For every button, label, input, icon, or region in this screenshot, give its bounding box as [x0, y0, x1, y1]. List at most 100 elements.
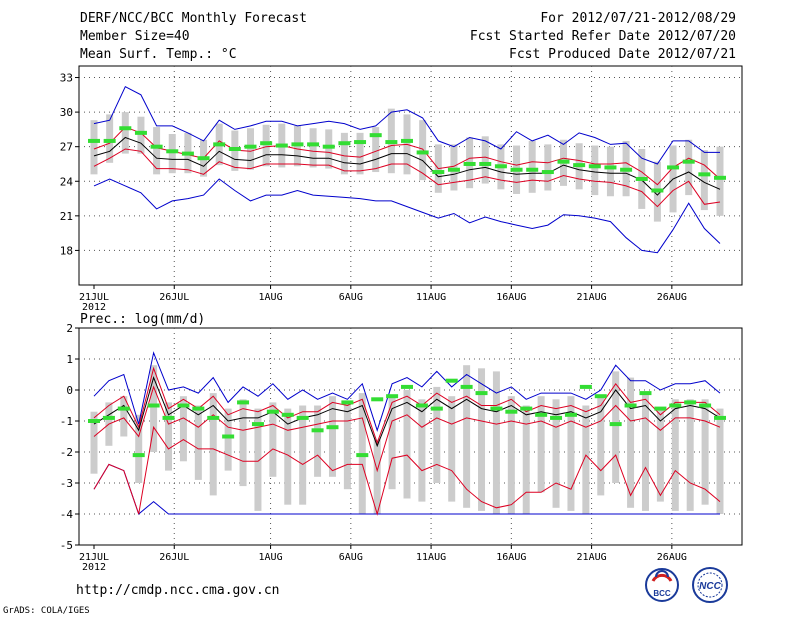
- member-range-bar: [507, 396, 515, 514]
- mean-marker: [579, 384, 592, 389]
- member-range-bar: [168, 134, 176, 174]
- member-range-bar: [262, 124, 270, 167]
- member-range-bar: [716, 408, 724, 514]
- member-range-bar: [90, 120, 98, 175]
- member-range-bar: [701, 399, 709, 505]
- mean-marker: [490, 406, 503, 411]
- x-tick-label: 21AUG: [577, 292, 607, 303]
- member-range-bar: [247, 128, 254, 170]
- member-range-bar: [700, 150, 708, 211]
- mean-marker: [541, 170, 554, 175]
- mean-marker: [654, 406, 667, 411]
- y-tick-label: -2: [60, 446, 73, 459]
- mean-marker: [103, 138, 116, 143]
- median-line: [93, 136, 721, 196]
- x-tick-label: 21JUL: [79, 292, 109, 303]
- p25-line: [93, 385, 721, 473]
- mean-marker: [667, 165, 680, 170]
- x-tick-label: 6AUG: [339, 292, 363, 303]
- mean-marker: [463, 161, 476, 166]
- p25-line: [93, 148, 721, 208]
- p10-line: [93, 425, 721, 516]
- mean-marker: [222, 434, 235, 439]
- member-range-bar: [612, 371, 620, 483]
- member-range-bar: [419, 120, 427, 181]
- y-tick-label: -3: [60, 477, 73, 490]
- mean-marker: [416, 150, 429, 155]
- mean-marker: [698, 172, 711, 177]
- x-tick-label: 26AUG: [657, 292, 687, 303]
- mean-marker: [684, 400, 697, 405]
- mean-marker: [251, 422, 264, 427]
- mean-marker: [213, 142, 226, 147]
- mean-marker: [669, 403, 682, 408]
- temperature-panel: 18 21 24 27 30 33 21JUL 26JUL 1AUG 6AUG 11AUG 16AUG…: [60, 65, 743, 313]
- x-tick-label: 26JUL: [159, 552, 189, 563]
- member-range-bar: [522, 405, 530, 514]
- member-range-bar: [686, 399, 694, 511]
- mean-marker: [604, 165, 617, 170]
- mean-marker: [147, 403, 160, 408]
- mean-marker: [639, 391, 652, 396]
- member-range-bar: [372, 127, 380, 173]
- member-range-bar: [403, 390, 411, 499]
- mean-marker: [181, 151, 194, 156]
- mean-marker: [415, 403, 428, 408]
- mean-marker: [307, 142, 320, 147]
- mean-marker: [588, 164, 601, 169]
- member-range-bar: [463, 365, 471, 508]
- mean-marker: [338, 141, 351, 146]
- mean-marker: [88, 419, 100, 423]
- mean-marker: [311, 428, 324, 433]
- x-tick-label: 21JUL: [79, 552, 109, 563]
- y-tick-label: 24: [60, 175, 74, 188]
- member-range-bar: [606, 146, 614, 197]
- member-range-bar: [481, 136, 489, 184]
- x-tick-label: 26AUG: [657, 552, 687, 563]
- mean-marker: [237, 400, 250, 405]
- mean-marker: [557, 159, 570, 164]
- mean-marker: [385, 140, 398, 145]
- member-range-bar: [269, 402, 277, 477]
- mean-marker: [526, 167, 539, 172]
- member-range-bar: [90, 411, 98, 474]
- mean-marker: [162, 415, 175, 420]
- member-range-bar: [685, 139, 693, 196]
- member-range-bar: [388, 396, 396, 490]
- member-range-bar: [418, 399, 426, 502]
- bcc-logo: BCC: [645, 568, 679, 602]
- mean-marker: [475, 391, 488, 396]
- y-tick-label: -4: [60, 508, 74, 521]
- member-range-bar: [433, 386, 441, 483]
- mean-marker: [520, 406, 533, 411]
- member-range-bar: [165, 402, 173, 471]
- member-range-bar: [567, 396, 575, 511]
- y-tick-label: 30: [60, 106, 73, 119]
- x-tick-label: 16AUG: [496, 552, 526, 563]
- member-range-bar: [150, 365, 158, 452]
- median-line: [93, 376, 721, 448]
- member-range-bar: [343, 402, 351, 490]
- mean-marker: [714, 415, 726, 420]
- member-range-bar: [194, 405, 202, 480]
- member-range-bar: [224, 408, 232, 471]
- member-range-bar: [106, 114, 114, 163]
- mean-marker: [281, 412, 294, 417]
- mean-marker: [564, 412, 577, 417]
- forecast-period: For 2012/07/21-2012/08/29: [540, 11, 736, 26]
- member-range-bar: [591, 145, 599, 196]
- plot-frame: [78, 65, 743, 286]
- mean-marker: [150, 144, 163, 149]
- y-tick-label: 0: [66, 384, 73, 397]
- member-range-bar: [492, 371, 500, 514]
- mean-marker: [354, 140, 367, 145]
- forecast-start-date: Fcst Started Refer Date 2012/07/20: [469, 29, 736, 44]
- x-tick-label: 21AUG: [577, 552, 607, 563]
- member-range-bar: [284, 408, 292, 505]
- member-range-bar: [641, 393, 649, 511]
- mean-marker: [228, 146, 241, 151]
- mean-marker: [594, 394, 607, 399]
- member-range-bar: [671, 399, 679, 511]
- member-range-bar: [627, 377, 635, 508]
- max-line: [93, 86, 720, 165]
